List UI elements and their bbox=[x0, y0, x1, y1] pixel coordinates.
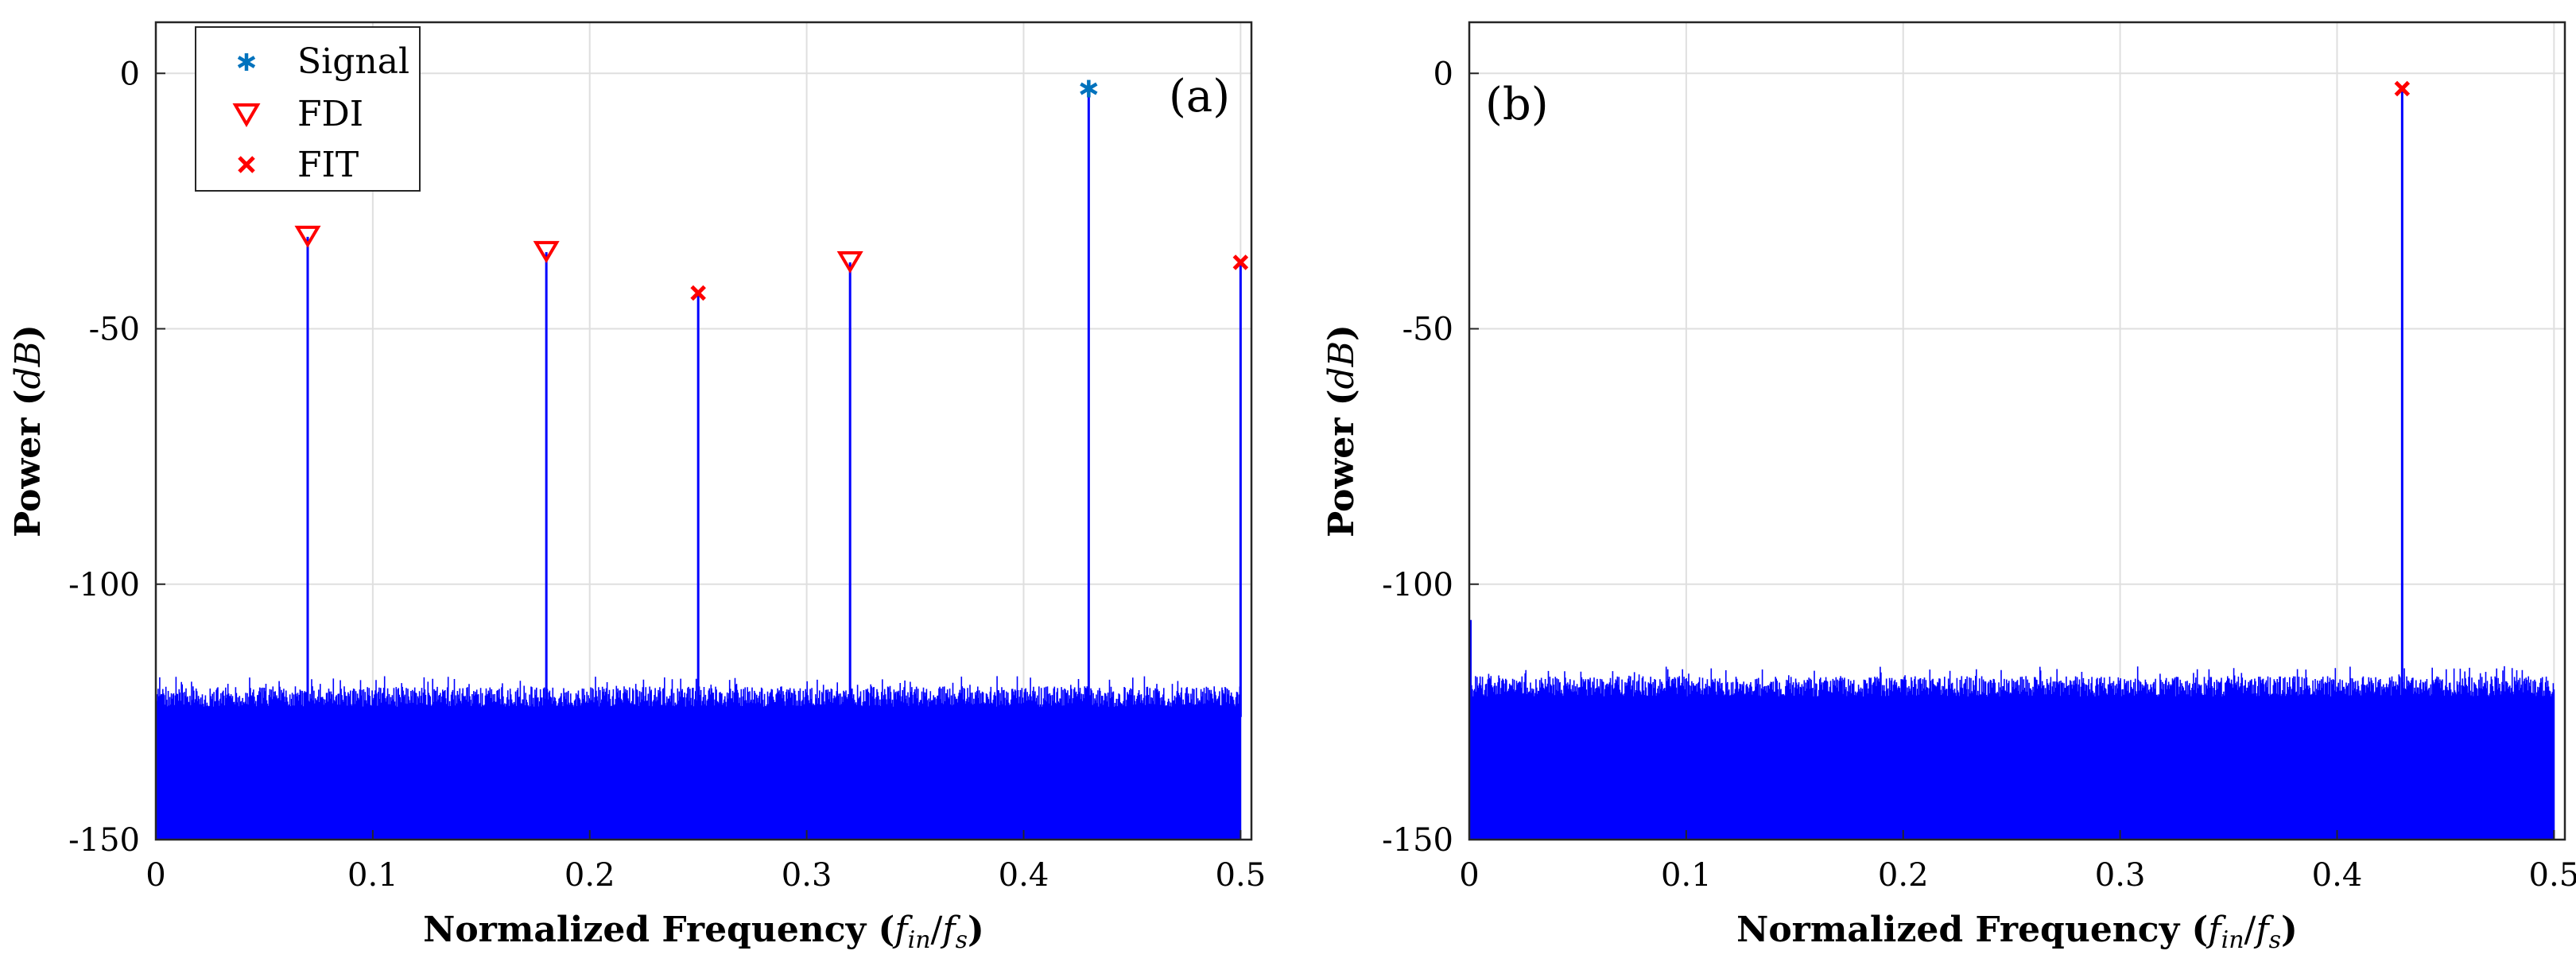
panel-label-b: (b) bbox=[1485, 79, 1549, 130]
x-tick-label: 0.4 bbox=[2312, 857, 2363, 894]
plot-frame-b bbox=[1468, 21, 2566, 841]
y-ticks-a: 0 -50 -100 -150 bbox=[68, 56, 165, 859]
cross-stroke bbox=[2394, 80, 2411, 97]
x-label-prefix: Normalized Frequency ( bbox=[423, 910, 894, 950]
y-ticks-b: 0 -50 -100 -150 bbox=[1382, 56, 1479, 859]
x-label-suffix: ) bbox=[2281, 910, 2298, 950]
x-ticks-a: 0 0.1 0.2 0.3 0.4 0.5 bbox=[145, 830, 1266, 894]
noise-floor-trace bbox=[1468, 665, 2555, 840]
y-tick-label: -50 bbox=[89, 312, 140, 348]
x-label-sub1: in bbox=[908, 926, 931, 954]
fdi-marker bbox=[836, 250, 863, 274]
asterisk-stroke bbox=[1080, 82, 1098, 95]
plot-frame-a bbox=[154, 21, 1253, 841]
x-tick-label: 0.2 bbox=[564, 857, 615, 894]
signal-marker bbox=[1080, 80, 1098, 98]
fit-marker bbox=[690, 285, 706, 301]
y-label-unit: dB bbox=[1321, 341, 1362, 390]
fit-marker bbox=[2394, 80, 2411, 97]
fdi-marker bbox=[533, 241, 560, 264]
y-axis-label-b: Power (dB) bbox=[1321, 324, 1362, 537]
x-tick-label: 0.3 bbox=[2095, 857, 2146, 894]
y-tick-label: -150 bbox=[68, 822, 140, 859]
x-tick-label: 0.2 bbox=[1878, 857, 1929, 894]
y-tick-label: -150 bbox=[1382, 822, 1453, 859]
legend-entry-fit: FIT bbox=[238, 145, 359, 185]
x-label-sub2: s bbox=[956, 926, 968, 954]
legend-label-signal: Signal bbox=[297, 41, 409, 82]
x-tick-label: 0.1 bbox=[1661, 857, 1712, 894]
x-tick-label: 0.1 bbox=[347, 857, 398, 894]
y-label-suffix: ) bbox=[1321, 324, 1362, 341]
chart-panel-a: 0 0.1 0.2 0.3 0.4 0.5 0 -50 -100 -150 No… bbox=[8, 21, 1266, 954]
cross-marker-icon bbox=[238, 156, 255, 173]
y-label-prefix: Power ( bbox=[8, 389, 48, 537]
legend-entry-signal: Signal bbox=[237, 41, 409, 82]
y-axis-label-a: Power (dB) bbox=[8, 324, 48, 537]
legend-box bbox=[195, 26, 421, 192]
spur-markers-b bbox=[2394, 80, 2411, 97]
asterisk-marker-icon bbox=[237, 53, 256, 71]
y-tick-label: 0 bbox=[1433, 56, 1453, 92]
spur-lines-a bbox=[306, 88, 1242, 717]
x-axis-label-b: Normalized Frequency (fin/fs) bbox=[1736, 910, 2298, 954]
legend: Signal FDI FIT bbox=[195, 26, 421, 192]
x-tick-label: 0 bbox=[1459, 857, 1479, 894]
fdi-marker bbox=[294, 225, 321, 248]
x-tick-label: 0.5 bbox=[1216, 857, 1267, 894]
y-tick-label: -100 bbox=[1382, 567, 1453, 603]
x-tick-label: 0.5 bbox=[2529, 857, 2576, 894]
chart-panel-b: 0 0.1 0.2 0.3 0.4 0.5 0 -50 -100 -150 No… bbox=[1321, 21, 2576, 954]
x-label-slash: / bbox=[931, 910, 943, 950]
noise-floor-b bbox=[1468, 619, 2555, 840]
x-label-sub1: in bbox=[2221, 926, 2244, 954]
x-label-prefix: Normalized Frequency ( bbox=[1736, 910, 2208, 950]
legend-label-fdi: FDI bbox=[297, 94, 363, 134]
legend-entry-fdi: FDI bbox=[232, 94, 363, 134]
x-label-suffix: ) bbox=[968, 910, 984, 950]
panel-label-a: (a) bbox=[1169, 71, 1230, 122]
y-label-prefix: Power ( bbox=[1321, 389, 1362, 537]
x-ticks-b: 0 0.1 0.2 0.3 0.4 0.5 bbox=[1459, 830, 2576, 894]
cross-stroke bbox=[1232, 254, 1249, 270]
triangle-down-marker-icon bbox=[232, 103, 261, 127]
y-tick-label: -100 bbox=[68, 567, 140, 603]
x-label-slash: / bbox=[2244, 910, 2256, 950]
noise-floor-a bbox=[155, 676, 1242, 840]
x-tick-label: 0 bbox=[145, 857, 165, 894]
fit-marker bbox=[1232, 254, 1249, 270]
y-label-suffix: ) bbox=[8, 324, 48, 341]
y-label-unit: dB bbox=[8, 341, 48, 390]
y-tick-label: -50 bbox=[1402, 312, 1453, 348]
cross-stroke bbox=[690, 285, 706, 301]
x-label-sub2: s bbox=[2269, 926, 2281, 954]
x-axis-label-a: Normalized Frequency (fin/fs) bbox=[423, 910, 984, 954]
y-tick-label: 0 bbox=[120, 56, 140, 92]
spur-markers-a bbox=[294, 80, 1249, 301]
x-tick-label: 0.3 bbox=[782, 857, 832, 894]
legend-label-fit: FIT bbox=[297, 145, 359, 185]
x-tick-label: 0.4 bbox=[999, 857, 1049, 894]
